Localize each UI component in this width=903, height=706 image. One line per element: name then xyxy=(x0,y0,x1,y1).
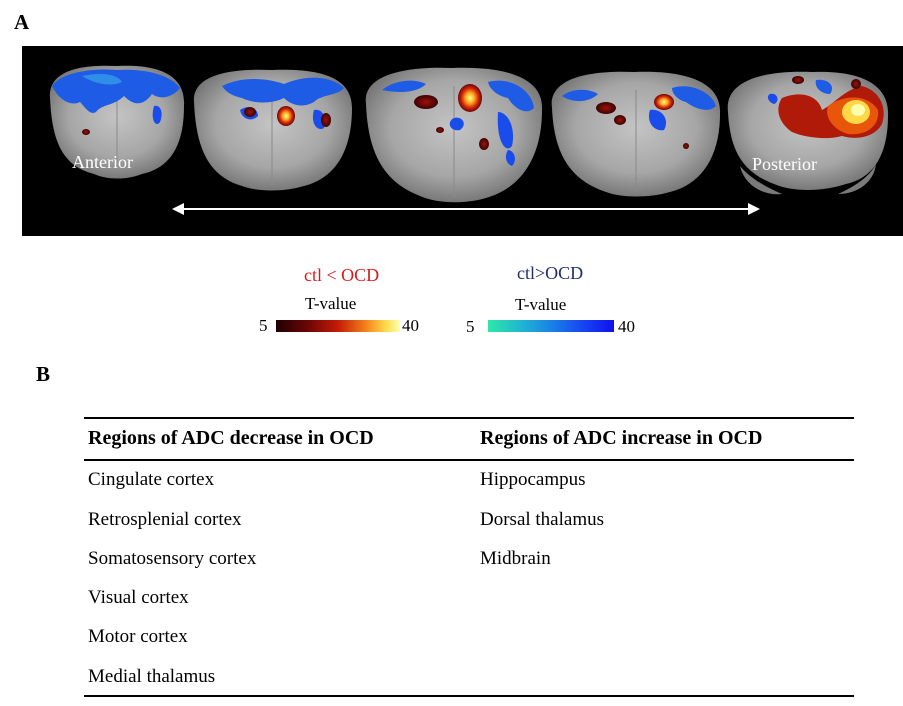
legend-blue-tvalue: T-value xyxy=(515,295,567,314)
decrease-row-5: Motor cortex xyxy=(88,626,188,647)
anterior-posterior-arrow xyxy=(172,203,760,215)
header-decrease: Regions of ADC decrease in OCD xyxy=(88,427,374,449)
increase-row-1: Hippocampus xyxy=(480,469,586,490)
increase-row-2: Dorsal thalamus xyxy=(480,509,605,530)
brain-slice-4 xyxy=(551,71,721,197)
decrease-row-1: Cingulate cortex xyxy=(88,469,215,490)
brain-slice-2 xyxy=(193,69,352,191)
panel-label-a: A xyxy=(14,10,30,34)
brain-slices-image xyxy=(49,65,889,215)
panel-label-b: B xyxy=(36,362,51,386)
legend-red-min: 5 xyxy=(259,316,268,335)
legend-blue-colorbar xyxy=(488,320,614,332)
brain-slice-5 xyxy=(727,71,889,195)
legend-red-max: 40 xyxy=(402,316,419,335)
legend-red-colorbar xyxy=(276,320,400,332)
header-increase: Regions of ADC increase in OCD xyxy=(480,427,763,449)
legend-blue-max: 40 xyxy=(618,317,635,336)
decrease-row-6: Medial thalamus xyxy=(88,666,216,687)
decrease-row-4: Visual cortex xyxy=(88,587,189,608)
table-rule-bottom xyxy=(84,695,854,697)
brain-slice-strip xyxy=(22,46,903,236)
legend-blue-min: 5 xyxy=(466,317,475,336)
brain-slice-1 xyxy=(49,65,185,179)
decrease-row-3: Somatosensory cortex xyxy=(88,548,257,569)
table-rule-top xyxy=(84,417,854,419)
increase-row-3: Midbrain xyxy=(480,548,551,569)
legend-red-title: ctl < OCD xyxy=(304,265,380,285)
decrease-row-2: Retrosplenial cortex xyxy=(88,509,242,530)
table-rule-header xyxy=(84,459,854,461)
legend-red-tvalue: T-value xyxy=(305,294,357,313)
legend-blue-title: ctl>OCD xyxy=(517,263,584,283)
posterior-label: Posterior xyxy=(752,154,817,174)
anterior-label: Anterior xyxy=(72,152,133,172)
brain-slice-3 xyxy=(365,67,543,203)
